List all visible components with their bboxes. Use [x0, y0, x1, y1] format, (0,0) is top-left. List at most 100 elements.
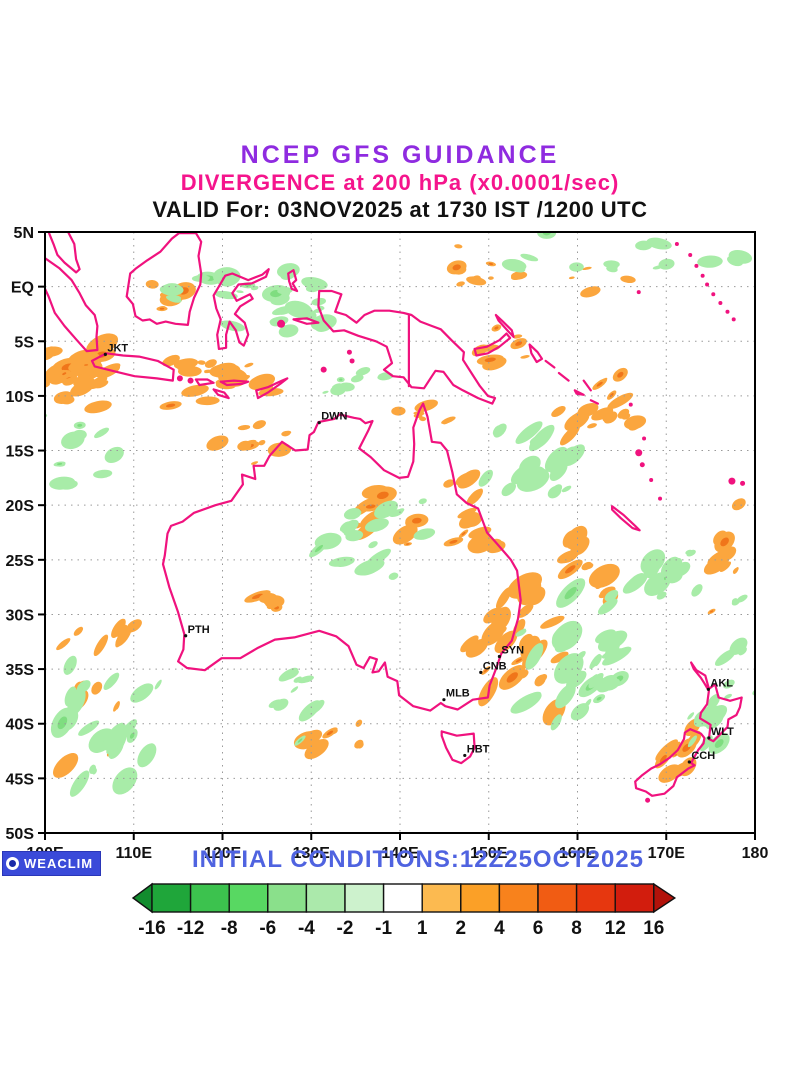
colorbar-tick-label: 2	[456, 918, 467, 939]
lat-tick-label: 45S	[6, 771, 35, 788]
city-dot-AKL	[706, 687, 711, 691]
colorbar-box	[460, 883, 501, 913]
island-dot	[628, 402, 633, 407]
island-dot	[740, 480, 746, 486]
colorbar-box	[228, 883, 269, 913]
colorbar-box	[614, 883, 655, 913]
coastline-sumbawa	[194, 378, 215, 387]
city-label-JKT: JKT	[107, 342, 128, 354]
island-dot	[725, 309, 730, 314]
island-dot	[635, 449, 643, 457]
lat-tick-label: 15S	[6, 444, 35, 461]
lon-tick-label: 110E	[116, 845, 153, 862]
lat-tick-label: EQ	[11, 280, 34, 297]
city-dot-JKT	[103, 352, 107, 356]
coastline-malay-peninsula	[47, 232, 81, 274]
coastline-bougainville	[528, 343, 544, 364]
colorbar-box	[382, 883, 423, 913]
weaclim-logo[interactable]: WEACLIM	[2, 851, 102, 876]
chart-title: NCEP GFS GUIDANCE	[240, 141, 560, 169]
coastline-flores	[219, 379, 250, 387]
lat-tick-label: 5N	[14, 225, 34, 242]
coastline-new-ireland	[494, 313, 515, 338]
island-dot	[639, 462, 645, 468]
coastline-timor	[255, 377, 289, 400]
island-dot	[711, 292, 716, 297]
coastline-new-guinea	[317, 289, 497, 405]
lat-tick-label: 20S	[6, 498, 35, 515]
colorbar-box	[498, 883, 539, 913]
lon-tick-label: 140E	[381, 845, 419, 862]
city-dot-PTH	[184, 634, 188, 638]
island-dot	[705, 282, 710, 287]
island-dot	[176, 375, 183, 382]
island-dot	[642, 436, 647, 441]
coastline-new-caledonia	[610, 505, 641, 532]
colorbar-arrow-right	[653, 882, 677, 914]
colorbar-tick-label: 12	[605, 918, 626, 939]
colorbar-arrow-left	[131, 882, 153, 914]
city-dot-HBT	[463, 753, 467, 758]
weaclim-logo-text: WEACLIM	[24, 856, 94, 871]
lon-tick-label: 160E	[559, 845, 597, 862]
colorbar-tick-label: 4	[494, 918, 505, 939]
island-dot	[349, 358, 355, 364]
island-dot	[636, 290, 641, 295]
coastline-borneo	[125, 232, 203, 326]
lat-tick-label: 30S	[6, 607, 35, 624]
coastline-java	[90, 352, 175, 382]
colorbar-tick-label: -16	[138, 918, 165, 939]
city-dot-SYN	[497, 654, 501, 659]
lon-tick-label: 130E	[293, 845, 331, 862]
colorbar-box	[151, 883, 192, 913]
colorbar-box	[189, 883, 230, 913]
lon-tick-label: 170E	[648, 845, 686, 862]
island-dot	[688, 252, 693, 257]
colorbar-box	[344, 883, 385, 913]
city-dot-WLT	[707, 736, 711, 740]
coastline-new-britain	[473, 332, 512, 357]
city-dot-CCH	[687, 760, 691, 764]
lon-tick-label: 150E	[470, 845, 508, 862]
island-dot	[645, 797, 651, 803]
city-label-PTH: PTH	[188, 624, 210, 636]
city-dot-DWN	[317, 421, 321, 425]
coastline-halmahera	[287, 269, 299, 293]
city-label-CCH: CCH	[691, 750, 715, 762]
city-labels-layer: JKT DWN PTH SYN CNB MLB HBT AKL WLT CCH	[103, 342, 734, 764]
initial-conditions-text: INITIAL CONDITIONS:12Z25OCT2025	[192, 846, 644, 873]
city-label-HBT: HBT	[467, 743, 490, 755]
island-dot	[320, 366, 327, 373]
island-dot	[277, 319, 286, 328]
lon-tick-label: 120E	[204, 845, 242, 862]
island-dot	[731, 317, 736, 322]
island-dot	[718, 301, 723, 306]
weaclim-logo-icon	[6, 857, 19, 870]
valid-time-line: VALID For: 03NOV2025 at 1730 IST /1200 U…	[152, 197, 648, 222]
colorbar-box	[267, 883, 308, 913]
colorbar-box	[305, 883, 346, 913]
city-dot-CNB	[479, 670, 483, 674]
island-dot	[694, 263, 699, 268]
colorbar-box	[421, 883, 462, 913]
city-label-SYN: SYN	[501, 645, 524, 657]
city-label-DWN: DWN	[321, 411, 347, 423]
colorbar-tick-label: -6	[259, 918, 276, 939]
island-dot	[728, 477, 736, 485]
island-dot	[187, 377, 194, 384]
lat-tick-label: 5S	[14, 334, 34, 351]
coastline-sumba	[212, 388, 230, 400]
coastline-san-cristobal	[589, 399, 600, 405]
island-dot	[658, 496, 663, 501]
graticule-layer	[45, 232, 755, 833]
coastline-nz-south-island	[634, 728, 706, 797]
city-label-MLB: MLB	[446, 688, 470, 700]
colorbar-tick-label: 8	[571, 918, 582, 939]
axes-layer: 100E110E120E130E140E150E160E170E1805NEQ5…	[6, 225, 769, 862]
coastline-malaita	[582, 379, 592, 392]
island-dot	[700, 273, 705, 278]
coastlines-layer	[45, 232, 746, 803]
coastline-santa-isabel	[557, 371, 570, 382]
colorbar-tick-label: 16	[643, 918, 664, 939]
